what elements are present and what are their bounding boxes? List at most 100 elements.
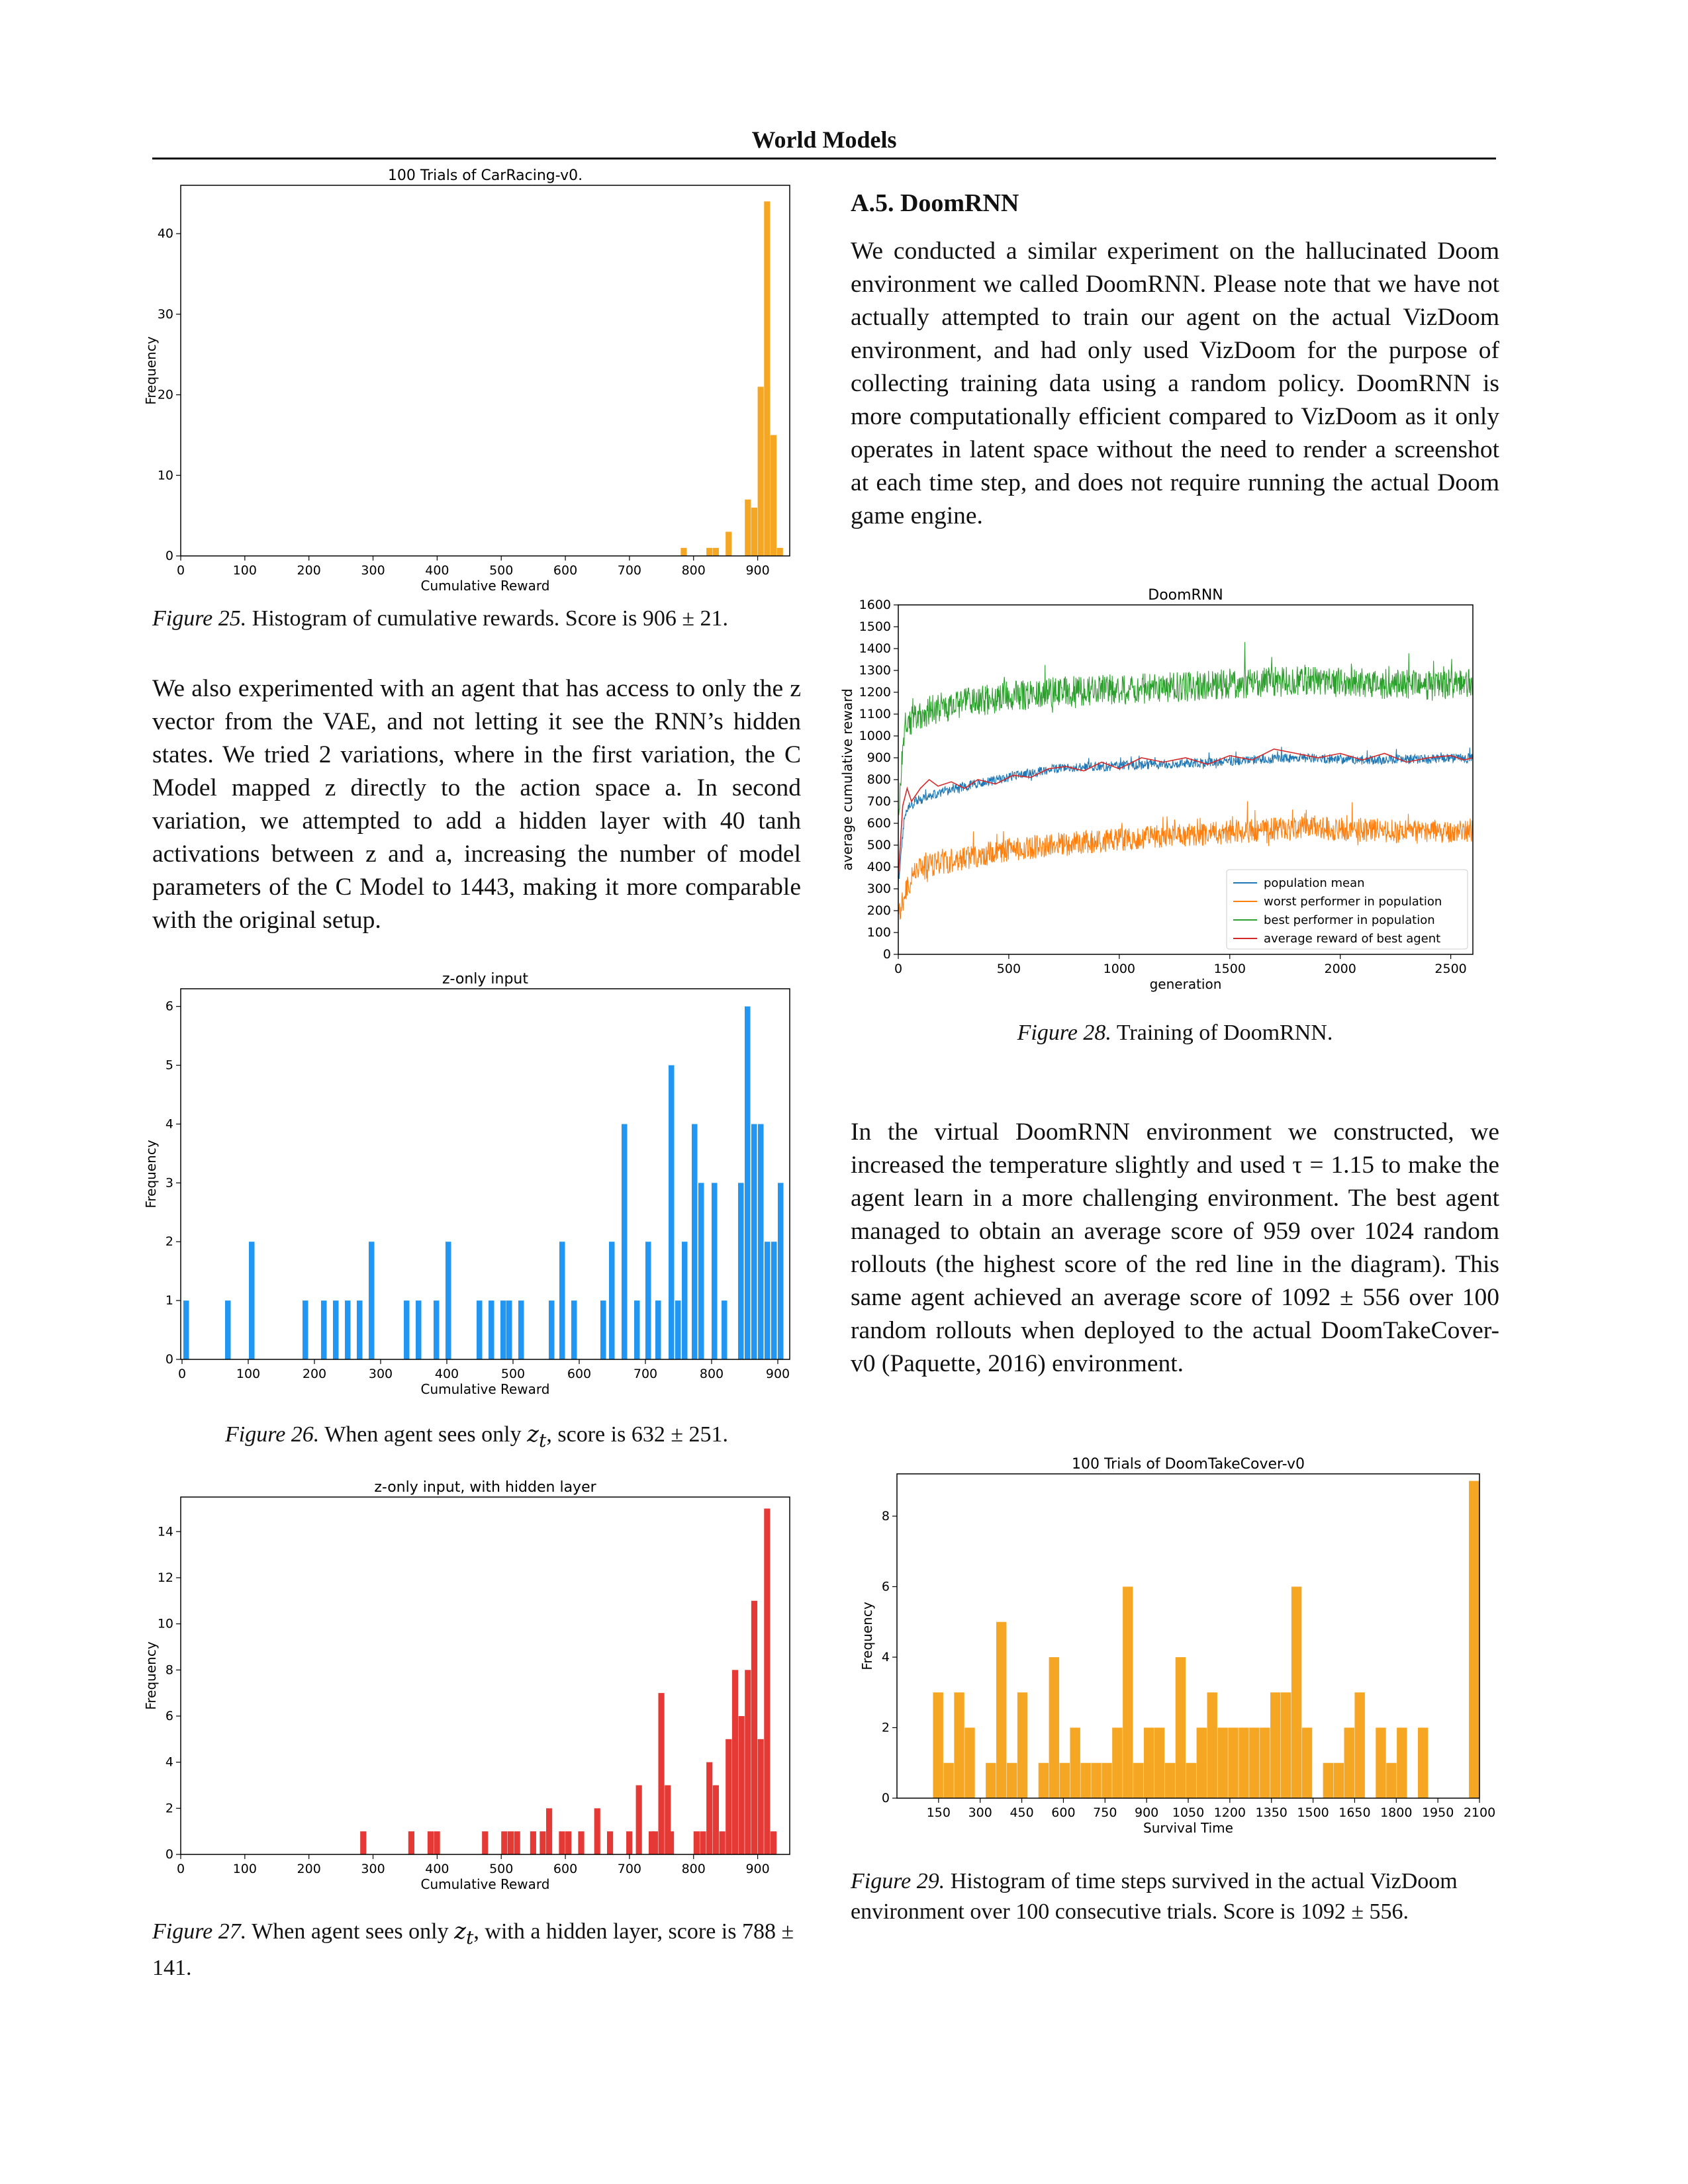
chart-title: z-only input, with hidden layer — [374, 1479, 596, 1496]
figure-26-text-post: , score is 632 ± 251. — [546, 1422, 728, 1447]
histogram-bar — [722, 1300, 727, 1359]
histogram-bar — [693, 1831, 700, 1854]
figure-29-chart: 100 Trials of DoomTakeCover-v0 150 300 450 6… — [859, 1456, 1495, 1836]
histogram-bar — [635, 1785, 642, 1854]
y-tick-label: 10 — [158, 1617, 173, 1631]
histogram-bar — [607, 1831, 614, 1854]
histogram-bar — [655, 1300, 661, 1359]
histogram-bar — [1059, 1762, 1070, 1798]
x-tick-label: 1350 — [1256, 1805, 1288, 1820]
x-tick-label: 500 — [997, 962, 1021, 976]
section-heading: A.5. DoomRNN — [851, 189, 1019, 217]
chart-title: z-only input — [442, 971, 528, 987]
figure-26-subscript: t — [539, 1429, 547, 1451]
histogram-bar — [665, 1785, 671, 1854]
figure-26-label: Figure 26. — [225, 1422, 320, 1447]
histogram-bar — [518, 1300, 524, 1359]
histogram-bar — [745, 499, 751, 556]
x-tick-label: 800 — [682, 563, 706, 578]
histogram-bar — [700, 1831, 706, 1854]
histogram-bar — [933, 1692, 943, 1798]
x-tick-label: 750 — [1093, 1805, 1117, 1820]
x-tick-label: 700 — [618, 563, 641, 578]
y-tick-label: 2 — [165, 1801, 173, 1815]
y-axis-label: Frequency — [143, 1641, 159, 1709]
histogram-bar — [668, 1831, 675, 1854]
y-tick-label: 0 — [165, 1847, 173, 1862]
histogram-bar — [719, 1831, 726, 1854]
y-tick-label: 12 — [158, 1570, 173, 1585]
histogram-bar — [745, 1006, 751, 1359]
histogram-bar — [321, 1300, 327, 1359]
histogram-bar — [682, 1242, 688, 1359]
histogram-bar — [416, 1300, 422, 1359]
histogram-bar — [751, 507, 758, 556]
x-tick-label: 2500 — [1434, 962, 1466, 976]
histogram-bar — [506, 1300, 512, 1359]
histogram-bar — [731, 1670, 739, 1854]
histogram-bar — [1228, 1727, 1239, 1798]
y-tick-label: 14 — [158, 1524, 173, 1539]
histogram-bar — [954, 1692, 964, 1798]
histogram-bar — [1469, 1480, 1479, 1798]
histogram-bar — [549, 1300, 555, 1359]
y-tick-label: 0 — [882, 1791, 890, 1805]
histogram-bar — [600, 1300, 606, 1359]
y-tick-label: 10 — [158, 468, 173, 482]
chart-title: DoomRNN — [1148, 587, 1223, 604]
x-tick-label: 800 — [682, 1862, 706, 1876]
figure-27-symbol: z — [454, 1918, 466, 1944]
figure-26-text-pre: When agent sees only — [324, 1422, 522, 1447]
x-tick-label: 100 — [233, 563, 257, 578]
histogram-bar — [996, 1621, 1007, 1798]
plot-frame — [180, 988, 790, 1360]
x-tick-label: 1650 — [1338, 1805, 1370, 1820]
histogram-bar — [1102, 1762, 1112, 1798]
histogram-bar — [404, 1300, 410, 1359]
series-line-2 — [898, 642, 1474, 815]
series-line-0 — [898, 747, 1474, 886]
histogram-bar — [622, 1124, 628, 1359]
legend-label: worst performer in population — [1264, 895, 1442, 909]
header-rule — [152, 158, 1496, 159]
y-tick-label: 400 — [867, 860, 891, 874]
histogram-bar — [565, 1831, 572, 1854]
histogram-bar — [477, 1300, 483, 1359]
x-tick-label: 500 — [489, 563, 513, 578]
histogram-bar — [559, 1831, 565, 1854]
figure-28-text: Training of DoomRNN. — [1116, 1021, 1333, 1045]
x-tick-label: 100 — [236, 1367, 260, 1381]
y-tick-label: 1 — [165, 1293, 173, 1308]
plot-frame — [896, 1473, 1480, 1799]
histogram-bar — [1080, 1762, 1091, 1798]
histogram-bar — [489, 1300, 494, 1359]
histogram-bar — [408, 1831, 414, 1854]
histogram-bar — [571, 1300, 577, 1359]
histogram-bar — [1143, 1727, 1154, 1798]
histogram-bar — [303, 1300, 308, 1359]
histogram-bar — [333, 1300, 339, 1359]
y-tick-label: 2 — [165, 1234, 173, 1249]
x-tick-label: 2000 — [1325, 962, 1356, 976]
histogram-bar — [539, 1831, 546, 1854]
x-tick-label: 300 — [361, 1862, 385, 1876]
x-tick-label: 200 — [303, 1367, 326, 1381]
histogram-bar — [434, 1831, 440, 1854]
histogram-bar — [1376, 1727, 1386, 1798]
histogram-bar — [751, 1600, 758, 1854]
y-tick-label: 6 — [882, 1579, 890, 1594]
histogram-bar — [751, 1124, 757, 1359]
y-axis-label: average cumulative reward — [839, 688, 855, 870]
histogram-bar — [578, 1831, 585, 1854]
histogram-bar — [594, 1808, 600, 1854]
y-tick-label: 500 — [867, 838, 891, 852]
histogram-bar — [225, 1300, 231, 1359]
figure-29-caption: Figure 29. Histogram of time steps survi… — [851, 1866, 1499, 1927]
histogram-bar — [698, 1183, 704, 1359]
legend-box — [1226, 869, 1468, 950]
y-tick-label: 0 — [883, 947, 891, 962]
histogram-bar — [1175, 1657, 1186, 1798]
paragraph-z-only: We also experimented with an agent that … — [152, 675, 801, 934]
histogram-bar — [345, 1300, 351, 1359]
histogram-bar — [183, 1300, 189, 1359]
